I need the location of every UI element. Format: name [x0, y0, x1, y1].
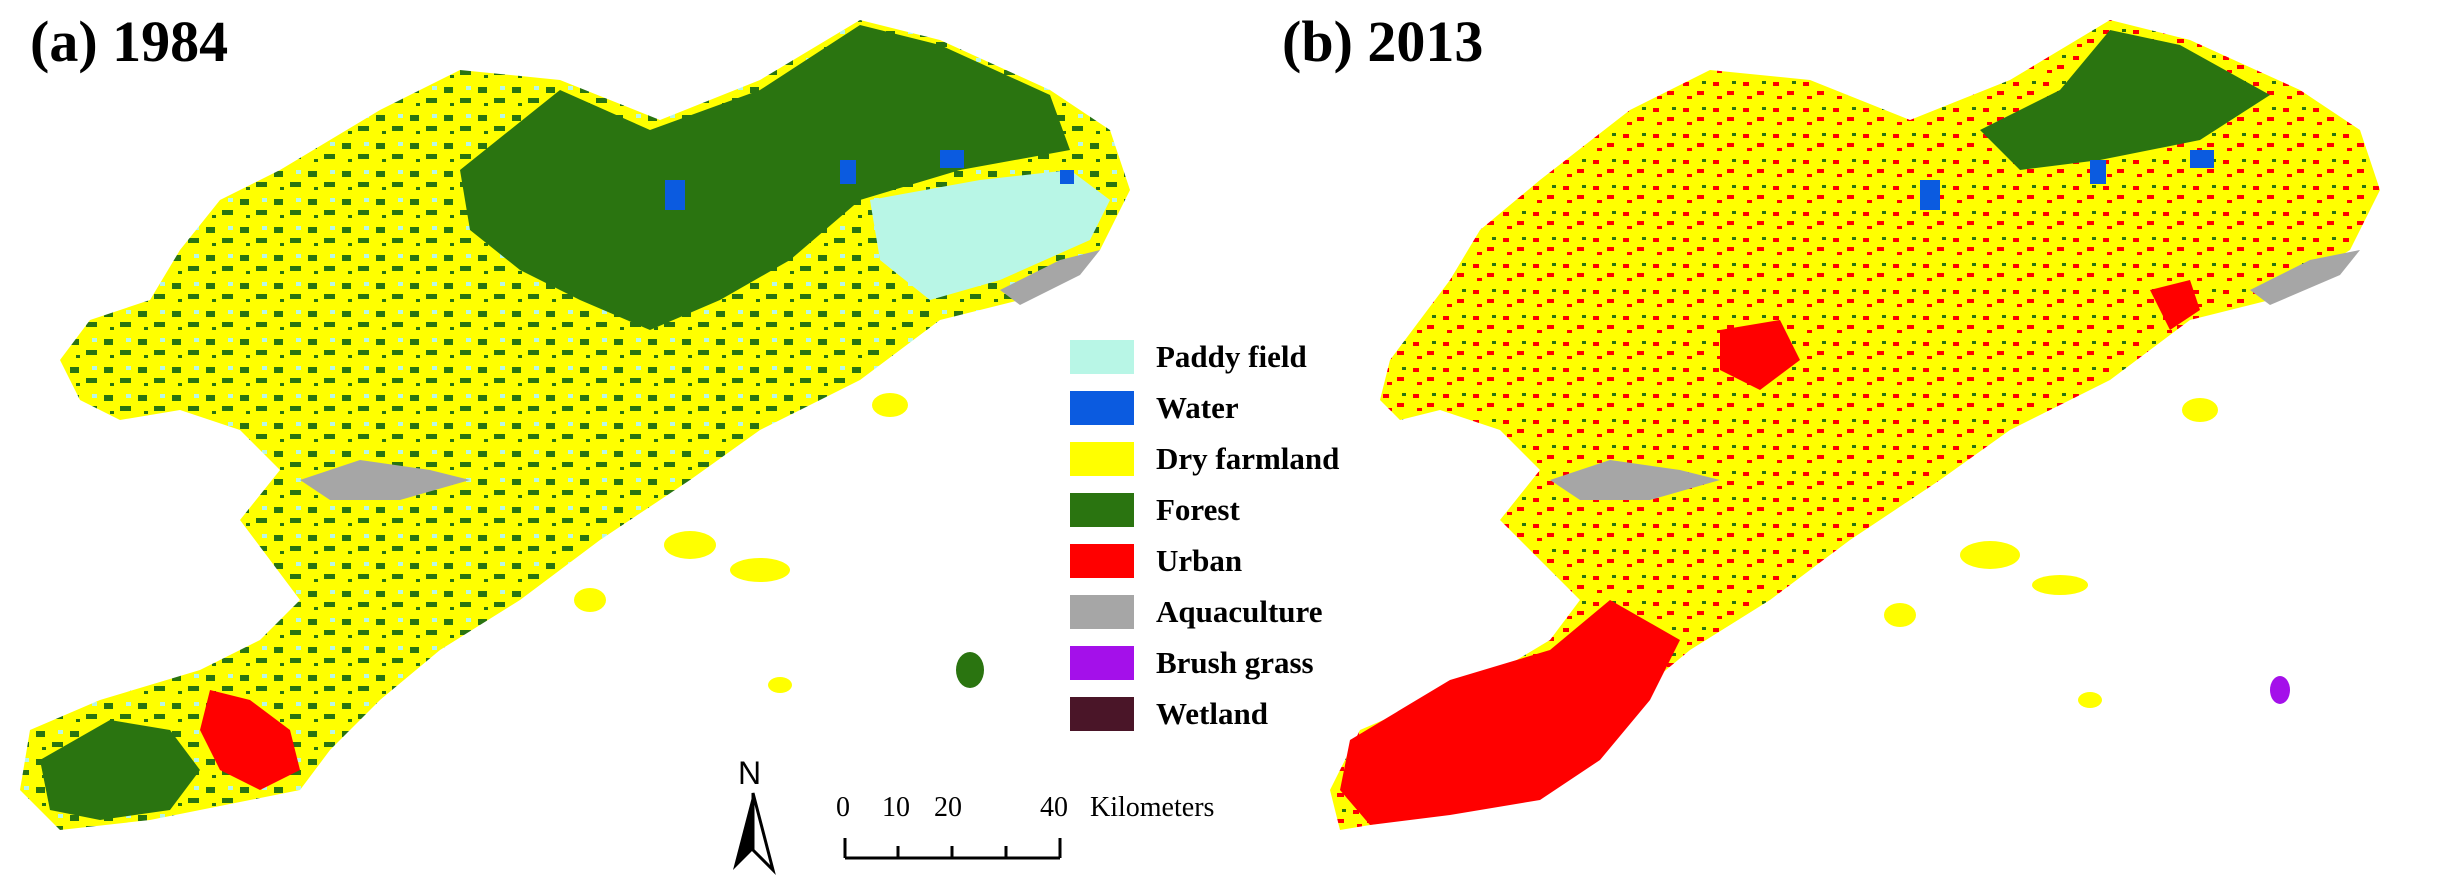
north-arrow	[733, 792, 776, 875]
map-2013-aquaculture-coast	[2250, 250, 2360, 305]
scale-tick-0: 0	[836, 792, 850, 823]
legend-item-paddy-field: Paddy field	[1070, 340, 1370, 380]
map-1984-landmass	[20, 20, 1130, 830]
legend-swatch-brush-grass	[1070, 646, 1134, 680]
map-2013-aquaculture	[1550, 460, 1720, 500]
legend-label-wetland: Wetland	[1156, 696, 1268, 731]
map-1984-aquaculture	[300, 460, 470, 500]
map-1984-islands	[574, 393, 984, 693]
legend-label-aquaculture: Aquaculture	[1156, 594, 1323, 629]
scale-tick-40: 40	[1040, 792, 1068, 823]
map-1984-paddy	[870, 170, 1110, 300]
map-1984-forest-sw	[40, 720, 200, 820]
legend-label-paddy-field: Paddy field	[1156, 339, 1307, 374]
map-2013-urban-east	[2150, 280, 2200, 330]
map-2013-forest-ne	[1980, 30, 2270, 170]
legend-item-aquaculture: Aquaculture	[1070, 595, 1370, 635]
scale-unit: Kilometers	[1090, 792, 1215, 823]
legend-swatch-paddy-field	[1070, 340, 1134, 374]
north-label: N	[738, 755, 762, 791]
map-2013-urban-central	[1720, 320, 1800, 390]
legend-item-forest: Forest	[1070, 493, 1370, 533]
legend-swatch-aquaculture	[1070, 595, 1134, 629]
scale-tick-10: 10	[882, 792, 910, 823]
map-2013-water	[1920, 150, 2214, 210]
legend-swatch-urban	[1070, 544, 1134, 578]
scale-bar	[843, 838, 1062, 860]
map-2013-islands	[1884, 398, 2290, 708]
panel-a-title: (a) 1984	[30, 9, 229, 74]
legend-item-wetland: Wetland	[1070, 697, 1370, 737]
panel-b-title: (b) 2013	[1282, 9, 1484, 74]
map-2013-urban-sw	[1340, 600, 1680, 825]
map-1984-water	[665, 150, 1074, 210]
scale-tick-20: 20	[934, 792, 962, 823]
map-1984	[20, 20, 1130, 830]
map-2013	[1330, 20, 2380, 830]
map-1984-aquaculture-coast	[1000, 250, 1100, 305]
legend-swatch-water	[1070, 391, 1134, 425]
legend-label-forest: Forest	[1156, 492, 1240, 527]
legend-label-dry-farmland: Dry farmland	[1156, 441, 1340, 476]
legend-swatch-wetland	[1070, 697, 1134, 731]
legend-label-brush-grass: Brush grass	[1156, 645, 1314, 680]
legend-item-dry-farmland: Dry farmland	[1070, 442, 1370, 482]
legend-item-brush-grass: Brush grass	[1070, 646, 1370, 686]
legend-item-water: Water	[1070, 391, 1370, 431]
legend-swatch-forest	[1070, 493, 1134, 527]
legend-item-urban: Urban	[1070, 544, 1370, 584]
legend-label-urban: Urban	[1156, 543, 1243, 578]
legend-label-water: Water	[1156, 390, 1239, 425]
legend-swatch-dry-farmland	[1070, 442, 1134, 476]
map-1984-forest-ne	[460, 25, 1070, 330]
map-1984-urban	[200, 690, 300, 790]
